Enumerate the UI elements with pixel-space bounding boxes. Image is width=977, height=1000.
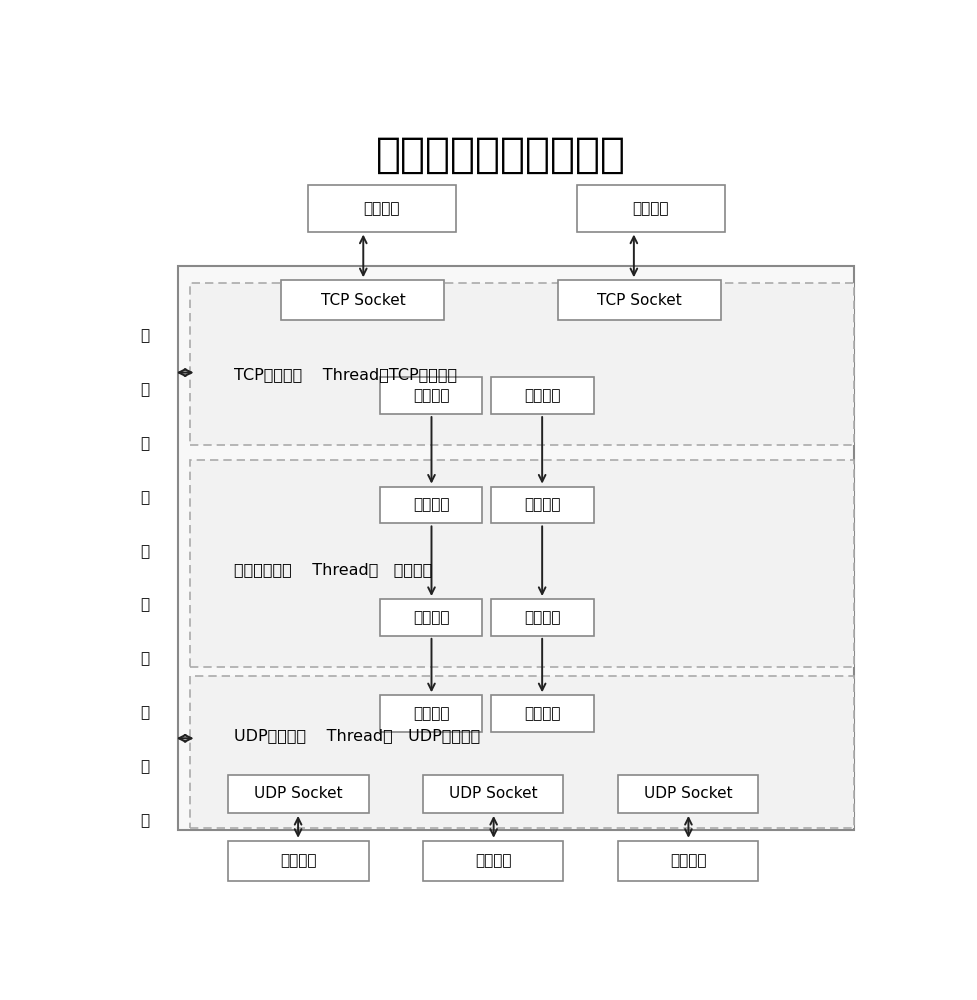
- Text: 置: 置: [141, 436, 149, 451]
- Text: UDP Socket: UDP Socket: [254, 786, 342, 801]
- Text: UDP Socket: UDP Socket: [643, 786, 732, 801]
- Bar: [191, 676, 853, 828]
- Text: TCP Socket: TCP Socket: [597, 293, 681, 308]
- Bar: [490, 695, 593, 732]
- Bar: [379, 599, 482, 636]
- Bar: [229, 774, 368, 813]
- Text: 图像数据: 图像数据: [363, 201, 400, 216]
- Bar: [490, 599, 593, 636]
- Text: UDP收发模块    Thread：   UDP发送线程: UDP收发模块 Thread： UDP发送线程: [234, 728, 480, 744]
- Text: 视频数据: 视频数据: [632, 201, 668, 216]
- Bar: [423, 841, 563, 881]
- Text: UDP Socket: UDP Socket: [448, 786, 537, 801]
- Bar: [558, 280, 720, 320]
- Text: 模: 模: [141, 759, 149, 774]
- Text: 数据处理: 数据处理: [524, 610, 560, 625]
- Text: 线程控制: 线程控制: [412, 497, 448, 512]
- Bar: [576, 185, 724, 232]
- Text: 多功能信息处理与分发: 多功能信息处理与分发: [376, 134, 625, 176]
- Bar: [281, 280, 444, 320]
- Text: 语音数据: 语音数据: [280, 853, 317, 868]
- Bar: [490, 377, 593, 414]
- Bar: [308, 185, 455, 232]
- Text: 始: 始: [141, 652, 149, 667]
- Text: 初: 初: [141, 598, 149, 613]
- Bar: [178, 266, 854, 830]
- Bar: [191, 460, 853, 667]
- Bar: [379, 377, 482, 414]
- Text: 遥控数据: 遥控数据: [475, 853, 511, 868]
- Text: 化: 化: [141, 705, 149, 720]
- Text: 线程控制: 线程控制: [412, 610, 448, 625]
- Text: 数据处理: 数据处理: [524, 497, 560, 512]
- Bar: [229, 841, 368, 881]
- Text: TCP Socket: TCP Socket: [320, 293, 404, 308]
- Bar: [379, 487, 482, 523]
- Text: 配: 配: [141, 382, 149, 397]
- Bar: [617, 841, 757, 881]
- Text: 数据处理模块    Thread：   数据处理: 数据处理模块 Thread： 数据处理: [234, 562, 432, 577]
- Bar: [617, 774, 757, 813]
- Bar: [191, 283, 853, 445]
- Bar: [490, 487, 593, 523]
- Text: TCP收发模块    Thread：TCP发送线程: TCP收发模块 Thread：TCP发送线程: [234, 367, 457, 382]
- Text: 数据处理: 数据处理: [524, 388, 560, 403]
- Text: 可: 可: [141, 328, 149, 343]
- Text: 遥测数据: 遥测数据: [669, 853, 705, 868]
- Text: 络: 络: [141, 544, 149, 559]
- Text: 线程控制: 线程控制: [412, 388, 448, 403]
- Bar: [423, 774, 563, 813]
- Text: 块: 块: [141, 813, 149, 828]
- Text: 线程控制: 线程控制: [412, 706, 448, 721]
- Bar: [379, 695, 482, 732]
- Text: 数据处理: 数据处理: [524, 706, 560, 721]
- Text: 网: 网: [141, 490, 149, 505]
